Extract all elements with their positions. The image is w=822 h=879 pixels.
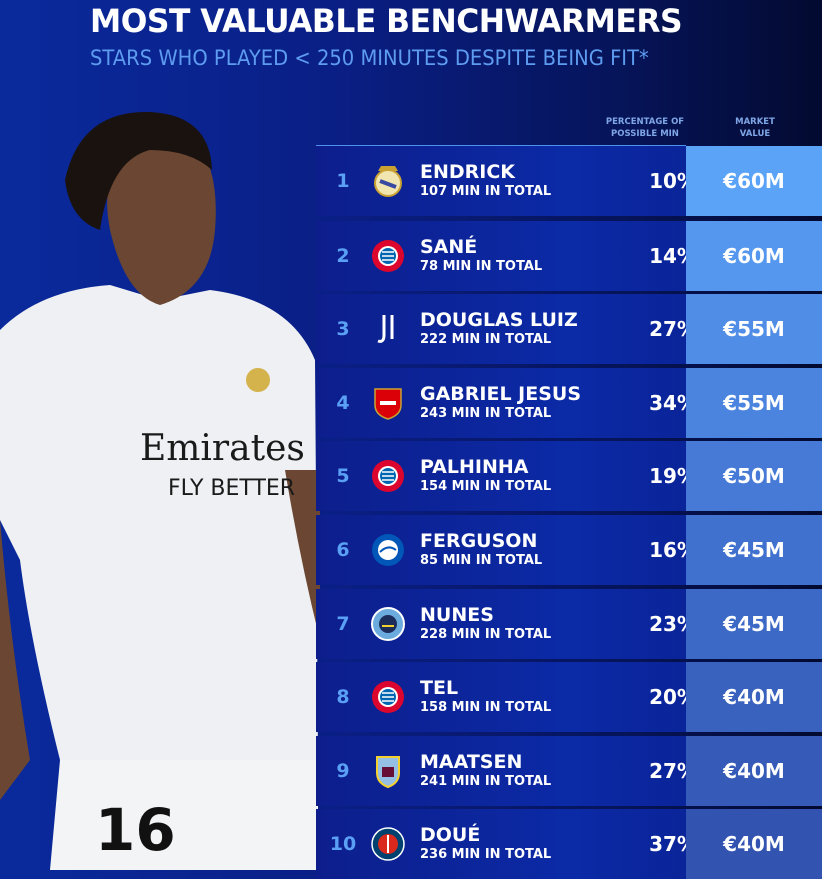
market-value: €60M — [686, 146, 822, 216]
table-row: 9 MAATSEN 241 MIN IN TOTAL 27% €40M — [316, 736, 822, 806]
shirt-number: 16 — [95, 796, 176, 864]
club-bayern-logo-icon — [370, 679, 406, 715]
player-name: MAATSEN — [420, 751, 523, 773]
rank: 6 — [336, 539, 350, 561]
minutes-played: 228 MIN IN TOTAL — [420, 627, 552, 642]
rank: 2 — [336, 245, 350, 267]
minutes-played: 222 MIN IN TOTAL — [420, 332, 552, 347]
club-arsenal-logo-icon — [370, 385, 406, 421]
header-market-value: MARKET VALUE — [735, 117, 775, 139]
player-info: SANÉ 78 MIN IN TOTAL — [420, 236, 620, 276]
club-bayern-logo-icon — [370, 458, 406, 494]
market-value: €45M — [686, 515, 822, 585]
player-name: NUNES — [420, 604, 494, 626]
rank: 7 — [336, 613, 350, 635]
player-name: DOUÉ — [420, 824, 481, 846]
market-value: €40M — [686, 736, 822, 806]
table-row: 3 DOUGLAS LUIZ 222 MIN IN TOTAL 27% €55M — [316, 294, 822, 364]
rank: 5 — [336, 465, 350, 487]
market-value: €55M — [686, 368, 822, 438]
minutes-played: 158 MIN IN TOTAL — [420, 700, 552, 715]
rank: 9 — [336, 760, 350, 782]
table-row: 4 GABRIEL JESUS 243 MIN IN TOTAL 34% €55M — [316, 368, 822, 438]
table-row: 6 FERGUSON 85 MIN IN TOTAL 16% €45M — [316, 515, 822, 585]
player-info: FERGUSON 85 MIN IN TOTAL — [420, 530, 620, 570]
player-name: DOUGLAS LUIZ — [420, 309, 578, 331]
player-name: GABRIEL JESUS — [420, 383, 582, 405]
sponsor-tagline: FLY BETTER — [168, 476, 295, 501]
rank: 4 — [336, 392, 350, 414]
player-name: SANÉ — [420, 236, 478, 258]
player-info: NUNES 228 MIN IN TOTAL — [420, 604, 620, 644]
player-name: FERGUSON — [420, 530, 538, 552]
minutes-played: 241 MIN IN TOTAL — [420, 774, 552, 789]
club-bayern-logo-icon — [370, 238, 406, 274]
table-row: 5 PALHINHA 154 MIN IN TOTAL 19% €50M — [316, 441, 822, 511]
player-name: ENDRICK — [420, 161, 516, 183]
player-name: TEL — [420, 677, 459, 699]
market-value: €50M — [686, 441, 822, 511]
rank: 8 — [336, 686, 350, 708]
minutes-played: 154 MIN IN TOTAL — [420, 479, 552, 494]
minutes-played: 85 MIN IN TOTAL — [420, 553, 543, 568]
club-juventus-logo-icon — [370, 311, 406, 347]
rank: 10 — [329, 833, 357, 855]
table-row: 2 SANÉ 78 MIN IN TOTAL 14% €60M — [316, 221, 822, 291]
market-value: €40M — [686, 662, 822, 732]
page-subtitle: STARS WHO PLAYED < 250 MINUTES DESPITE B… — [90, 46, 649, 70]
player-info: ENDRICK 107 MIN IN TOTAL — [420, 161, 620, 201]
club-real-madrid-logo-icon — [370, 163, 406, 199]
club-psg-logo-icon — [370, 826, 406, 862]
player-info: MAATSEN 241 MIN IN TOTAL — [420, 751, 620, 791]
player-info: TEL 158 MIN IN TOTAL — [420, 677, 620, 717]
sponsor-text: Emirates — [140, 428, 305, 469]
market-value: €60M — [686, 221, 822, 291]
player-info: DOUGLAS LUIZ 222 MIN IN TOTAL — [420, 309, 620, 349]
table-row: 8 TEL 158 MIN IN TOTAL 20% €40M — [316, 662, 822, 732]
player-name: PALHINHA — [420, 456, 529, 478]
player-info: DOUÉ 236 MIN IN TOTAL — [420, 824, 620, 864]
rank: 3 — [336, 318, 350, 340]
table-row: 10 DOUÉ 236 MIN IN TOTAL 37% €40M — [316, 809, 822, 879]
table-row: 7 NUNES 228 MIN IN TOTAL 23% €45M — [316, 589, 822, 659]
player-info: PALHINHA 154 MIN IN TOTAL — [420, 456, 620, 496]
player-info: GABRIEL JESUS 243 MIN IN TOTAL — [420, 383, 620, 423]
market-value: €40M — [686, 809, 822, 879]
page-title: MOST VALUABLE BENCHWARMERS — [90, 2, 683, 40]
club-man-city-logo-icon — [370, 606, 406, 642]
market-value: €45M — [686, 589, 822, 659]
player-photo: Emirates FLY BETTER 16 — [0, 111, 320, 870]
minutes-played: 78 MIN IN TOTAL — [420, 259, 543, 274]
minutes-played: 236 MIN IN TOTAL — [420, 847, 552, 862]
minutes-played: 107 MIN IN TOTAL — [420, 184, 552, 199]
table-row: 1 ENDRICK 107 MIN IN TOTAL 10% €60M — [316, 146, 822, 216]
minutes-played: 243 MIN IN TOTAL — [420, 406, 552, 421]
market-value: €55M — [686, 294, 822, 364]
club-brighton-logo-icon — [370, 532, 406, 568]
club-aston-villa-logo-icon — [370, 753, 406, 789]
rank: 1 — [336, 170, 350, 192]
header-percentage: PERCENTAGE OF POSSIBLE MIN — [605, 117, 685, 139]
